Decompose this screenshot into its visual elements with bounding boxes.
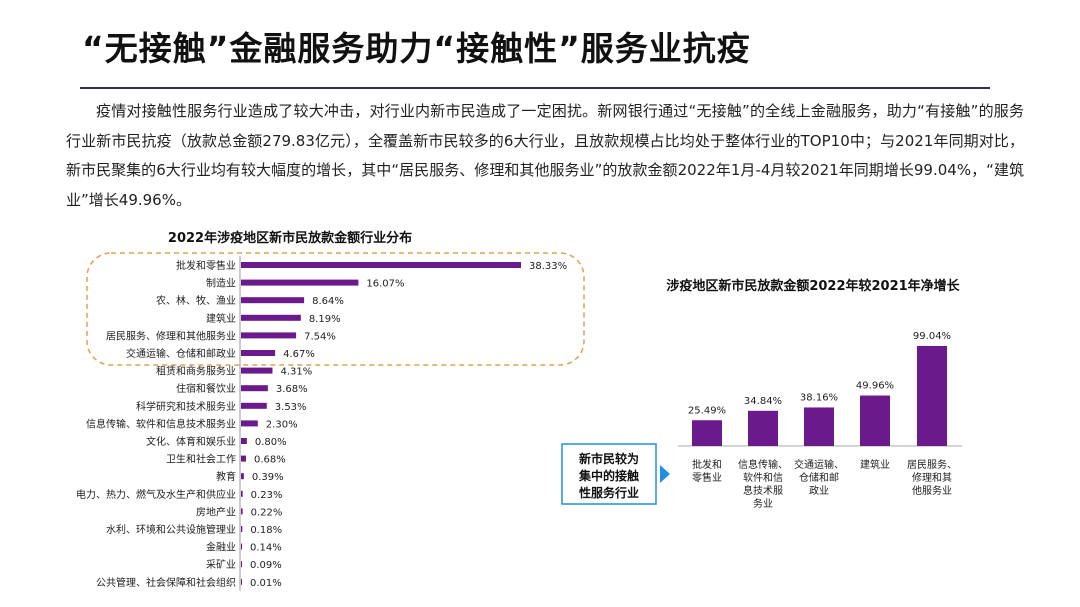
chart-title: 涉疫地区新市民放款金额2022年较2021年净增长 (666, 278, 960, 294)
category-label: 住宿和餐饮业 (176, 382, 236, 395)
data-label: 4.31% (280, 367, 312, 378)
bar (241, 561, 242, 568)
data-label: 0.09% (250, 560, 282, 571)
category-label: 电力、热力、燃气及水生产和供应业 (76, 488, 236, 501)
bar (692, 420, 722, 446)
bar (241, 473, 244, 480)
bar (860, 395, 890, 446)
category-label: 建筑业 (206, 312, 236, 325)
category-label: 制造业 (206, 277, 236, 290)
category-label: 文化、体育和娱乐业 (146, 435, 236, 448)
data-label: 0.80% (255, 437, 287, 448)
category-label: 零售业 (692, 471, 722, 484)
data-label: 38.16% (800, 392, 838, 403)
data-label: 0.14% (250, 543, 282, 554)
bar (241, 402, 267, 409)
category-label: 软件和信 (743, 471, 783, 484)
data-label: 4.67% (283, 349, 315, 360)
category-label: 科学研究和技术服务业 (136, 400, 236, 413)
slide-title: “无接触”金融服务助力“接触性”服务业抗疫 (82, 29, 751, 68)
callout-box (561, 443, 657, 505)
bar (241, 526, 243, 532)
bar (241, 508, 243, 515)
callout-arrow-icon (660, 465, 670, 483)
data-label: 0.18% (250, 525, 282, 536)
bar (241, 385, 268, 392)
callout-text: 性服务行业 (578, 485, 639, 500)
category-label: 租赁和商务服务业 (156, 365, 236, 378)
callout-text: 新市民较为 (579, 451, 639, 466)
data-label: 16.07% (366, 279, 404, 290)
data-label: 0.23% (251, 490, 283, 501)
data-label: 7.54% (304, 331, 336, 342)
category-label: 采矿业 (206, 558, 236, 571)
data-label: 49.96% (856, 381, 894, 392)
data-label: 8.64% (312, 296, 344, 307)
category-label: 金融业 (206, 541, 236, 554)
category-label: 修理和其 (912, 471, 952, 484)
bar (241, 438, 247, 444)
category-label: 政业 (809, 484, 829, 497)
bar (241, 332, 297, 339)
category-label: 建筑业 (860, 458, 890, 471)
chart-title: 2022年涉疫地区新市民放款金额行业分布 (168, 230, 412, 246)
data-label: 3.53% (275, 402, 307, 413)
bar (748, 410, 778, 446)
bar (241, 455, 246, 462)
data-label: 0.68% (254, 455, 286, 466)
data-label: 0.22% (251, 507, 283, 518)
bar (241, 420, 258, 427)
bar (241, 490, 243, 497)
bar (241, 543, 243, 550)
data-label: 99.04% (913, 331, 951, 342)
bar (804, 407, 834, 446)
bar (241, 578, 242, 585)
category-label: 卫生和社会工作 (166, 453, 236, 466)
category-label: 息技术服 (743, 484, 783, 497)
category-label: 信息传输、软件和信息技术服务业 (86, 417, 236, 430)
data-label: 34.84% (744, 396, 782, 407)
data-label: 3.68% (276, 384, 308, 395)
category-label: 他服务业 (912, 484, 952, 497)
intro-paragraph: 疫情对接触性服务行业造成了较大冲击，对行业内新市民造成了一定困扰。新网银行通过“… (66, 102, 1024, 209)
category-label: 交通运输、 (794, 458, 844, 471)
data-label: 0.01% (250, 578, 282, 589)
bar (241, 297, 305, 304)
data-label: 0.39% (252, 472, 284, 483)
category-label: 水利、环境和公共设施管理业 (106, 523, 236, 536)
category-label: 公共管理、社会保障和社会组织 (96, 576, 236, 589)
callout-text: 集中的接触 (578, 468, 639, 483)
data-label: 2.30% (266, 419, 298, 430)
category-label: 房地产业 (196, 505, 236, 518)
category-label: 居民服务、 (907, 458, 957, 471)
category-label: 信息传输、 (738, 458, 788, 471)
category-label: 交通运输、仓储和邮政业 (126, 347, 236, 360)
category-label: 居民服务、修理和其他服务业 (106, 329, 236, 342)
data-label: 8.19% (309, 314, 341, 325)
title-divider (80, 87, 990, 89)
bar (241, 367, 273, 374)
bar (241, 350, 276, 356)
highlight-frame (86, 252, 585, 366)
category-label: 批发和零售业 (176, 259, 236, 272)
bar (917, 345, 947, 446)
bar (241, 279, 359, 286)
net-growth-chart: 涉疫地区新市民放款金额2022年较2021年净增长 25.49% 批发和零售业 34.… (561, 278, 962, 510)
category-label: 务业 (753, 497, 773, 510)
category-label: 农、林、牧、渔业 (156, 294, 236, 307)
data-label: 38.33% (529, 261, 567, 272)
data-label: 25.49% (688, 405, 726, 416)
category-label: 教育 (216, 470, 236, 483)
category-label: 批发和 (692, 458, 722, 471)
category-label: 仓储和邮 (799, 471, 839, 484)
bar (241, 314, 301, 321)
bar (241, 262, 521, 268)
